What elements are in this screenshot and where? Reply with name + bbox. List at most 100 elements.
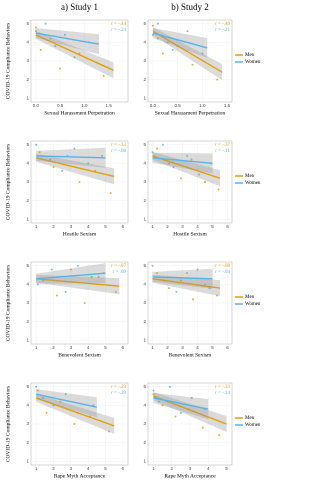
point: [44, 22, 47, 25]
y-tick-label: 1: [143, 458, 146, 463]
y-tick-label: 3: [143, 300, 146, 305]
y-tick-label: 1: [26, 337, 29, 342]
y-tick-label: 2: [26, 440, 29, 445]
point: [151, 151, 154, 154]
point: [36, 283, 39, 286]
point: [180, 279, 182, 282]
x-axis-label: Rape Myth Acceptance: [164, 473, 216, 479]
y-tick-label: 3: [143, 421, 146, 426]
point: [34, 26, 37, 29]
y-tick-label: 4: [143, 161, 146, 166]
point: [73, 423, 76, 425]
trend-line: [152, 32, 208, 49]
y-tick-label: 1: [26, 95, 29, 100]
x-tick-label: 4: [87, 345, 90, 350]
y-tick-label: 3: [26, 300, 29, 305]
x-tick-label: 5: [211, 345, 214, 350]
x-tick-label: 1.0: [199, 103, 206, 108]
y-tick-label: 4: [26, 403, 29, 408]
point: [45, 411, 48, 414]
y-axis-label: COVID-19 Compliance Behaviors: [5, 386, 11, 462]
point: [186, 154, 188, 157]
trend-line: [35, 34, 114, 71]
trend-line: [36, 157, 115, 178]
x-axis-label: Sexual Harassment Perpetration: [44, 110, 115, 116]
x-tick-label: 1.5: [224, 103, 231, 108]
y-tick-label: 3: [26, 421, 29, 426]
panel: 1 2 3 4 5 1 2 3 4 5 6 Hostile Sexism COVID-19 Compli…: [5, 140, 129, 237]
point: [157, 400, 160, 403]
y-tick-label: 1: [143, 337, 146, 342]
x-tick-label: 4: [87, 224, 90, 229]
legend-label: Women: [245, 181, 261, 186]
point: [216, 294, 218, 297]
panel: 1 2 3 4 5 1 2 3 4 5 6 Hostile Sexism r = -.37r = -.1…: [143, 140, 261, 237]
trend-line: [36, 278, 120, 287]
trend-line: [36, 393, 97, 408]
confidence-band: [35, 28, 99, 55]
y-tick-label: 4: [26, 40, 29, 45]
x-tick-label: 5: [104, 345, 107, 350]
x-tick-label: 1: [151, 345, 154, 350]
annotation: r = -.23: [111, 385, 126, 390]
x-tick-label: 3: [181, 224, 184, 229]
point: [101, 154, 104, 157]
point: [97, 275, 100, 278]
y-tick-label: 5: [143, 21, 146, 26]
confidence-band: [36, 153, 115, 185]
point: [73, 147, 76, 150]
y-tick-label: 4: [143, 40, 146, 45]
x-tick-label: 3: [181, 345, 184, 350]
point: [156, 147, 158, 150]
point: [201, 52, 204, 55]
annotation: r = -.33: [215, 385, 230, 390]
x-tick-label: 3: [70, 466, 73, 471]
annotation: r = -.24: [111, 28, 126, 33]
x-tick-label: 2: [52, 345, 55, 350]
trend-line: [36, 155, 106, 159]
x-tick-label: 0.5: [57, 103, 64, 108]
point: [180, 177, 182, 180]
x-tick-label: 5: [225, 466, 228, 471]
confidence-band: [35, 30, 114, 79]
point: [156, 37, 159, 40]
annotation: r = -.33: [111, 143, 126, 148]
y-axis-label: COVID-19 Compliance Behaviors: [5, 144, 11, 220]
confidence-band: [36, 393, 115, 434]
annotation: r = -.07: [111, 264, 126, 269]
panel: 1 2 3 4 5 1 2 3 4 5 6 Rape Myth Acceptance COVID-19 …: [5, 382, 129, 479]
point: [76, 264, 79, 267]
y-tick-label: 3: [143, 58, 146, 63]
y-tick-label: 2: [143, 198, 146, 203]
point: [151, 24, 154, 27]
x-tick-label: 1: [152, 466, 155, 471]
panel-title: a) Study 1: [61, 2, 98, 12]
x-tick-label: 3: [70, 345, 73, 350]
panel: a) Study 1 1 2 3 4 5 0.0 0.5 1.0 1.5 Sexual Harass…: [5, 2, 129, 116]
y-tick-label: 3: [26, 179, 29, 184]
confidence-band: [152, 274, 220, 297]
x-tick-label: 3: [70, 224, 73, 229]
x-tick-label: 2: [52, 224, 55, 229]
x-tick-label: 5: [104, 466, 107, 471]
y-tick-label: 5: [143, 263, 146, 268]
point: [38, 151, 41, 154]
trend-line: [152, 30, 223, 73]
y-tick-label: 1: [143, 216, 146, 221]
point: [186, 30, 189, 33]
point: [69, 268, 72, 271]
y-tick-label: 4: [26, 161, 29, 166]
x-tick-label: 4: [207, 466, 210, 471]
annotation: r = -.20: [111, 391, 126, 396]
point: [191, 63, 194, 66]
x-tick-label: 6: [122, 345, 125, 350]
point: [35, 385, 38, 388]
legend-label: Men: [245, 416, 255, 421]
point: [198, 173, 200, 176]
point: [161, 404, 164, 407]
trend-line: [153, 397, 209, 410]
x-axis-label: Hostile Sexism: [173, 231, 207, 237]
y-tick-label: 2: [143, 77, 146, 82]
confidence-band: [36, 389, 97, 418]
point: [36, 389, 39, 392]
